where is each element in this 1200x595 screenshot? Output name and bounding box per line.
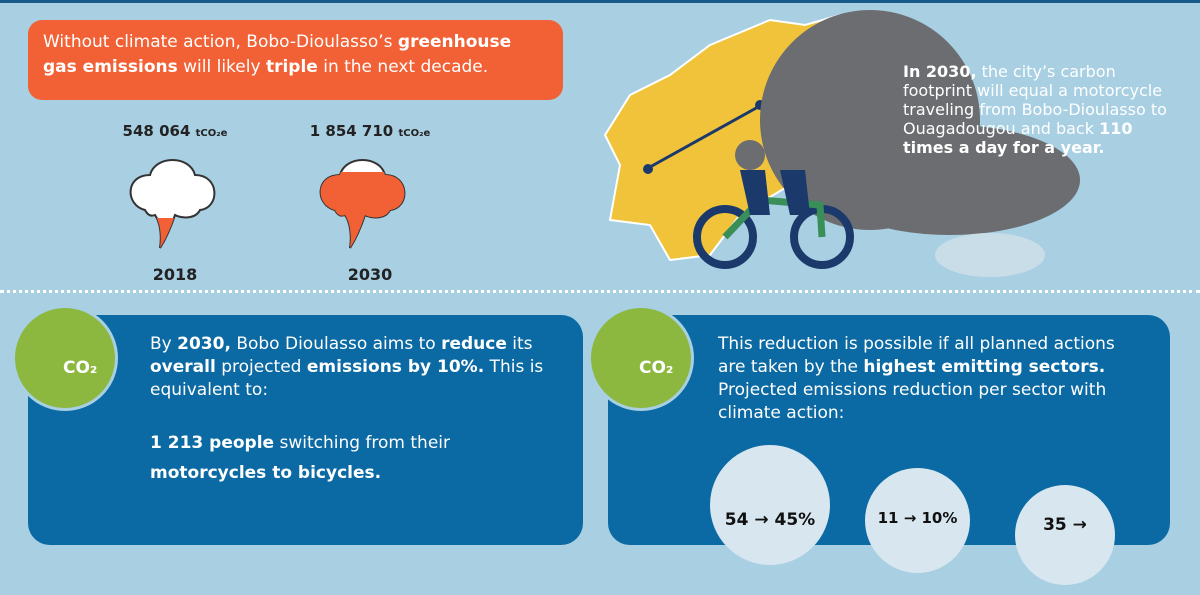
number: 1 854 710 [309, 122, 394, 140]
speech-clouds [129, 159, 406, 249]
text: reduce [441, 334, 507, 354]
text: in the next decade. [317, 57, 489, 77]
text: projected [215, 357, 307, 377]
year: 2018 [152, 265, 198, 284]
text: triple [265, 57, 318, 77]
year: 2030 [347, 265, 393, 284]
top-rule [0, 0, 1200, 3]
co2-icon: CO₂ [12, 305, 118, 411]
divider [0, 290, 1200, 293]
value: 548 064 tCO₂e [75, 122, 275, 140]
cloud-2030 [319, 159, 406, 249]
cloud-text: In 2030, the city’s carbon footprint wil… [903, 62, 1173, 157]
text: switching from their [274, 433, 451, 453]
text: Without climate action, Bobo-Dioulasso’s [43, 32, 398, 52]
text: This is equivalent to: [150, 357, 544, 400]
text: emissions by 10%. [306, 357, 485, 377]
text: In 2030, [903, 62, 977, 81]
text: By [150, 334, 178, 354]
icon-label: CO₂ [639, 358, 674, 378]
value: 1 854 710 tCO₂e [270, 122, 470, 140]
text: the city’s carbon footprint will equal a… [903, 62, 1167, 138]
right-intro: This reduction is possible if all planne… [718, 333, 1118, 425]
left-intro: By 2030, Bobo Dioulasso aims to reduce i… [150, 333, 550, 402]
left-panel [28, 315, 583, 545]
text: 110 times a day for a year. [903, 119, 1133, 157]
sector-bubble: 11 → 10% [865, 468, 970, 573]
sector-bubble: 54 → 45% [710, 445, 830, 565]
left-equivalent: 1 213 people switching from their motorc… [150, 428, 480, 488]
illustration [603, 10, 1080, 277]
text: This reduction is possible if all planne… [718, 334, 1115, 377]
sector-bubble: 35 → [1015, 485, 1115, 585]
unit: tCO₂e [195, 128, 228, 139]
text: overall [150, 357, 216, 377]
text: Projected emissions reduction per sector… [718, 380, 1107, 423]
text: highest emitting sectors. [863, 357, 1106, 377]
unit: tCO₂e [398, 128, 431, 139]
icon-label: CO₂ [63, 358, 98, 378]
text: motorcycles to bicycles. [150, 463, 382, 483]
text: its [506, 334, 533, 354]
text: Bobo Dioulasso aims to [230, 334, 442, 354]
number: 548 064 [122, 122, 191, 140]
text: 1 213 people [150, 433, 275, 453]
text: will likely [177, 57, 266, 77]
text: greenhouse gas emissions [43, 32, 512, 77]
cloud-2018 [129, 159, 216, 249]
text: 2030, [177, 334, 231, 354]
banner: Without climate action, Bobo-Dioulasso’s… [28, 20, 563, 100]
co2-icon: CO₂ [588, 305, 694, 411]
